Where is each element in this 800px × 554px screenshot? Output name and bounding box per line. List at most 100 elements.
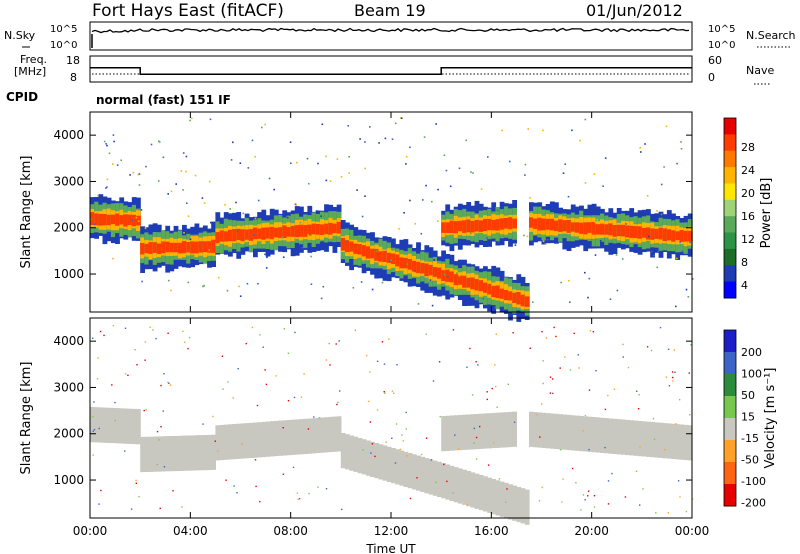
velocity-speckle: [466, 366, 468, 368]
power-speckle: [361, 215, 364, 218]
velocity-echo-cell: [574, 415, 580, 451]
power-speckle: [691, 278, 694, 280]
power-speckle: [308, 182, 310, 185]
velocity-speckle: [593, 495, 596, 497]
velocity-speckle: [96, 378, 99, 380]
velocity-echo-cell: [169, 436, 175, 472]
velocity-speckle: [639, 446, 641, 448]
velocity-echo-cell: [428, 459, 434, 495]
velocity-echo-cell: [625, 419, 630, 456]
velocity-speckle: [395, 423, 398, 425]
velocity-speckle: [536, 414, 538, 416]
velocity-echo-cell: [345, 434, 350, 470]
power-speckle: [238, 285, 240, 288]
velocity-speckle: [91, 337, 94, 339]
freq-tick-low: 8: [70, 71, 77, 84]
velocity-speckle: [145, 409, 147, 411]
power-speckle: [586, 209, 589, 212]
power-echo-cell: [140, 243, 145, 255]
power-speckle: [544, 243, 547, 245]
velocity-speckle: [542, 360, 544, 362]
power-speckle: [665, 125, 668, 128]
velocity-speckle: [394, 462, 397, 464]
power-speckle: [472, 172, 474, 174]
power-speckle: [527, 128, 529, 130]
velocity-speckle: [282, 427, 284, 429]
range-tick-label: 3000: [53, 380, 84, 394]
velocity-echo-cell: [591, 417, 597, 453]
velocity-speckle: [259, 500, 261, 503]
power-speckle: [266, 256, 268, 259]
power-speckle: [116, 164, 119, 166]
velocity-colorbar-frame: [723, 329, 737, 507]
power-echo-cell: [131, 214, 137, 227]
velocity-echo-cell: [437, 461, 442, 497]
velocity-echo-cell: [662, 423, 668, 459]
velocity-speckle: [673, 349, 675, 351]
velocity-colorbar-tick: -50: [741, 454, 759, 467]
power-colorbar-segment: [724, 281, 736, 299]
velocity-speckle: [653, 438, 656, 440]
velocity-echo-cell: [612, 418, 618, 454]
velocity-speckle: [144, 341, 147, 343]
power-echo-cell: [529, 217, 534, 228]
velocity-speckle: [124, 327, 127, 329]
velocity-echo-cell: [106, 407, 112, 443]
velocity-speckle: [135, 482, 137, 484]
velocity-echo-cell: [152, 436, 158, 472]
velocity-speckle: [182, 330, 184, 332]
power-speckle: [251, 139, 254, 142]
power-echo-cell: [236, 228, 242, 241]
velocity-echo-cell: [650, 422, 655, 458]
power-speckle: [336, 213, 339, 215]
power-speckle: [446, 276, 449, 278]
power-speckle: [226, 289, 229, 292]
power-echo-cell: [579, 222, 584, 234]
velocity-speckle: [674, 371, 676, 373]
velocity-speckle: [607, 394, 609, 397]
velocity-echo-cell: [508, 484, 513, 520]
velocity-speckle: [325, 488, 328, 490]
velocity-echo-cell: [90, 407, 95, 443]
power-speckle: [646, 195, 649, 197]
velocity-speckle: [458, 448, 460, 450]
velocity-speckle: [381, 341, 384, 343]
velocity-speckle: [369, 421, 371, 423]
velocity-speckle: [212, 415, 214, 418]
velocity-echo-cell: [340, 433, 346, 469]
freq-panel-frame: [89, 55, 693, 83]
velocity-colorbar-tick: -15: [741, 432, 759, 445]
power-speckle: [509, 160, 511, 163]
velocity-echo-cell: [215, 425, 221, 461]
power-echo-cell: [395, 254, 400, 267]
power-speckle: [265, 267, 268, 269]
power-echo-cell: [198, 241, 204, 253]
power-colorbar-segment: [724, 150, 736, 168]
velocity-echo-cell: [211, 434, 216, 470]
velocity-echo-cell: [319, 417, 325, 453]
range-tick-label: 2000: [53, 427, 84, 441]
nsky-panel-frame: [89, 21, 693, 51]
velocity-speckle: [167, 332, 169, 334]
velocity-speckle: [337, 401, 339, 404]
velocity-echo-cell: [432, 460, 438, 496]
velocity-colorbar-label: Velocity [m s⁻¹]: [763, 368, 778, 469]
velocity-echo-cell: [474, 414, 480, 450]
power-speckle: [208, 249, 210, 251]
velocity-colorbar-tick: 15: [741, 411, 755, 424]
power-speckle: [594, 254, 597, 256]
power-speckle: [526, 235, 529, 238]
power-speckle: [420, 232, 423, 235]
power-speckle: [97, 194, 99, 197]
power-speckle: [230, 159, 233, 161]
power-speckle: [687, 296, 690, 298]
power-echo-cell: [261, 227, 267, 240]
power-speckle: [378, 142, 380, 144]
power-colorbar-tick: 4: [741, 279, 748, 292]
power-colorbar-segment: [724, 199, 736, 217]
power-speckle: [660, 213, 663, 216]
velocity-speckle: [187, 347, 189, 350]
time-axis-ticks: 00:00 04:00 08:00 12:00 16:00 20:00 00:00: [73, 112, 709, 538]
power-speckle: [369, 126, 371, 128]
power-colorbar-tick: 24: [741, 164, 755, 177]
